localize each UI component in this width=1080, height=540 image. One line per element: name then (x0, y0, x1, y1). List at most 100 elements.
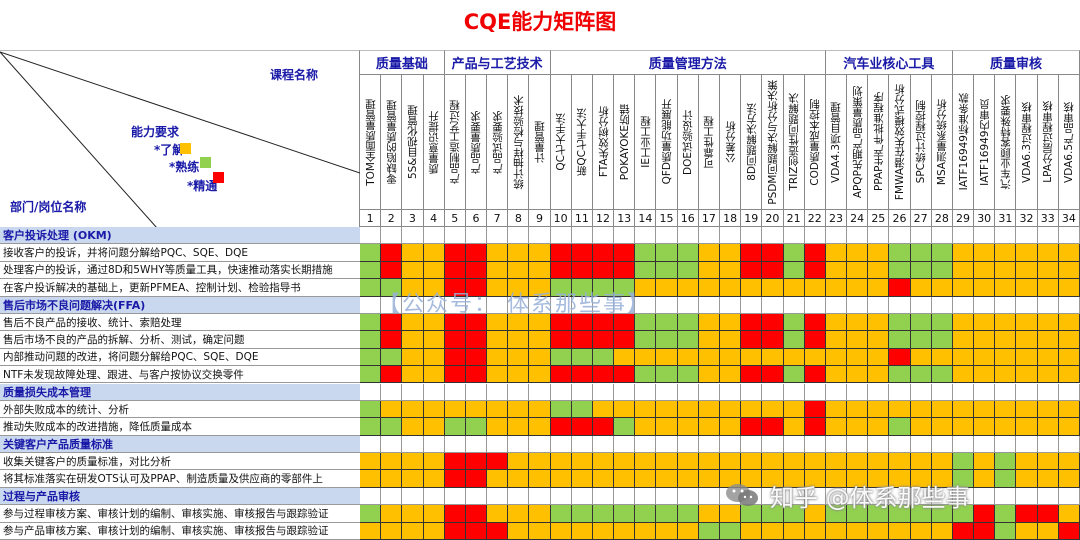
level-cell (487, 418, 509, 436)
course-name: 可靠性工程 (703, 115, 716, 169)
empty-cell (889, 383, 911, 401)
level-cell (677, 313, 699, 332)
empty-cell (529, 296, 551, 314)
level-cell (868, 279, 890, 297)
level-cell (931, 418, 953, 436)
level-cell (1037, 470, 1059, 488)
level-cell (1016, 279, 1038, 297)
level-cell (529, 313, 551, 332)
level-cell (741, 331, 763, 349)
section-header: 质量损失成本管理 (0, 383, 360, 401)
empty-cell (931, 487, 953, 506)
empty-cell (465, 435, 488, 454)
empty-cell (762, 435, 784, 454)
level-cell (677, 244, 699, 262)
level-cell (974, 366, 996, 384)
level-cell (720, 453, 742, 471)
level-cell (995, 470, 1017, 488)
level-cell (698, 522, 720, 540)
level-cell (1058, 366, 1080, 384)
watermark-official-account: 【公众号： 体系那些事】 (378, 292, 651, 317)
level-cell (741, 453, 763, 471)
level-cell (529, 331, 551, 349)
empty-cell (529, 435, 551, 454)
level-cell (762, 400, 784, 419)
level-cell (635, 331, 657, 349)
empty-cell (1058, 487, 1080, 506)
level-cell (995, 418, 1017, 436)
level-cell (550, 453, 572, 471)
level-cell (423, 505, 445, 523)
level-cell (741, 348, 763, 367)
level-cell (825, 261, 848, 280)
empty-cell (360, 383, 382, 401)
level-cell (868, 453, 890, 471)
course-header: PSDM问题解决与分析决策 (762, 75, 784, 210)
course-name: TOM全面质量管理 (364, 98, 377, 186)
level-cell (720, 348, 742, 367)
level-cell (635, 261, 657, 280)
level-cell (656, 279, 678, 297)
level-cell (952, 470, 975, 488)
level-cell (360, 348, 382, 367)
level-cell (1037, 348, 1059, 367)
empty-cell (614, 487, 636, 506)
level-cell (974, 313, 996, 332)
course-header: POKAYOKE防错 (614, 75, 636, 210)
level-cell (1016, 453, 1038, 471)
empty-cell (487, 383, 509, 401)
empty-cell (656, 296, 678, 314)
empty-cell (360, 227, 382, 245)
level-cell (614, 505, 636, 523)
level-cell (529, 505, 551, 523)
empty-cell (550, 435, 572, 454)
course-name: 8D问题解决方法 (745, 103, 758, 181)
empty-cell (952, 435, 975, 454)
level-cell (825, 244, 848, 262)
course-name: IATF16949内审员 (978, 98, 991, 186)
level-cell (423, 331, 445, 349)
level-cell (762, 470, 784, 488)
level-cell (952, 505, 975, 523)
level-cell (592, 348, 615, 367)
course-name: 汽车业顾客特殊要求 (999, 94, 1012, 190)
course-header: 计量管理 (529, 75, 551, 210)
empty-cell (423, 487, 445, 506)
level-cell (825, 279, 848, 297)
level-cell (847, 522, 869, 540)
level-cell (423, 261, 445, 280)
empty-cell (910, 383, 932, 401)
level-cell (529, 470, 551, 488)
level-cell (1016, 366, 1038, 384)
level-cell (444, 331, 466, 349)
level-cell (508, 331, 530, 349)
course-number: 13 (614, 210, 636, 227)
level-cell (402, 313, 424, 332)
empty-cell (550, 227, 572, 245)
empty-cell (762, 487, 784, 506)
level-cell (571, 244, 593, 262)
empty-cell (974, 383, 996, 401)
level-cell (381, 522, 403, 540)
empty-cell (1058, 296, 1080, 314)
level-cell (381, 348, 403, 367)
empty-cell (1058, 435, 1080, 454)
empty-cell (571, 435, 593, 454)
empty-cell (1016, 435, 1038, 454)
level-cell (614, 522, 636, 540)
empty-cell (571, 383, 593, 401)
course-number: 14 (635, 210, 657, 227)
level-cell (889, 453, 911, 471)
level-cell (508, 453, 530, 471)
course-header: QC七大手法 (550, 75, 572, 210)
empty-cell (910, 227, 932, 245)
empty-cell (592, 435, 615, 454)
empty-cell (381, 487, 403, 506)
level-cell (656, 331, 678, 349)
level-cell (762, 453, 784, 471)
course-number: 28 (931, 210, 953, 227)
level-cell (381, 400, 403, 419)
level-cell (402, 470, 424, 488)
level-cell (1058, 261, 1080, 280)
empty-cell (508, 435, 530, 454)
